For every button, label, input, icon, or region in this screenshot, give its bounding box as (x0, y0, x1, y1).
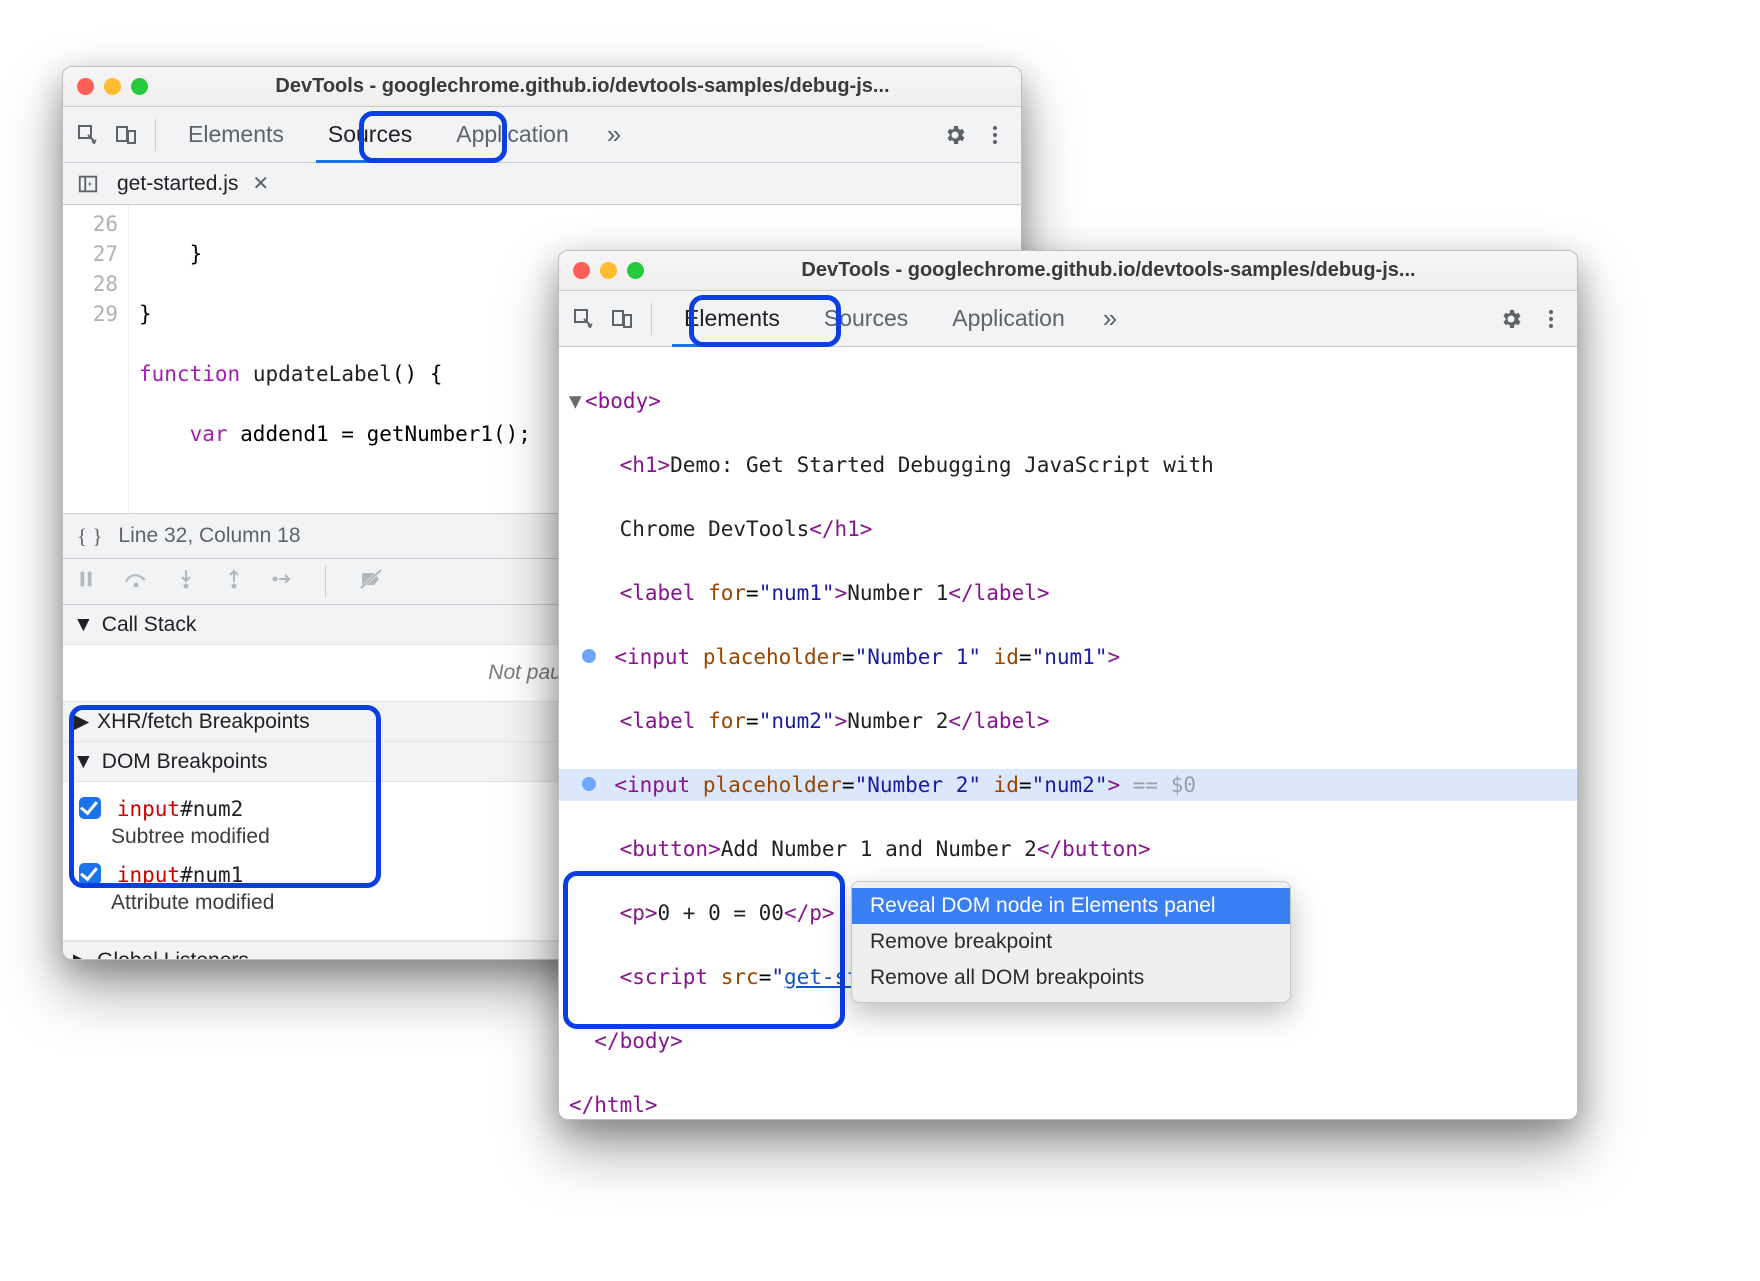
step-into-icon[interactable] (175, 568, 197, 596)
tab-application[interactable]: Application (934, 291, 1083, 346)
tab-elements[interactable]: Elements (666, 291, 798, 346)
device-toggle-icon[interactable] (111, 120, 141, 150)
inspect-icon[interactable] (569, 304, 599, 334)
close-file-icon[interactable]: ✕ (252, 171, 269, 196)
more-tabs-icon[interactable]: » (1091, 303, 1129, 334)
divider (325, 566, 326, 598)
bp-element: input (117, 797, 180, 821)
breakpoint-dot-icon (582, 649, 596, 663)
traffic-minimize-icon[interactable] (600, 262, 617, 279)
breakpoint-dot-icon (582, 777, 596, 791)
bp-id: #num1 (180, 863, 243, 887)
divider (651, 303, 652, 335)
xhr-breakpoints-label: XHR/fetch Breakpoints (97, 710, 309, 734)
line-gutter: 26 27 28 29 (63, 205, 129, 513)
tab-elements[interactable]: Elements (170, 107, 302, 162)
kebab-menu-icon[interactable] (979, 119, 1011, 151)
titlebar: DevTools - googlechrome.github.io/devtoo… (559, 251, 1577, 291)
traffic-minimize-icon[interactable] (104, 78, 121, 95)
ctx-remove-breakpoint[interactable]: Remove breakpoint (852, 924, 1290, 960)
chevron-right-icon: ▶ (73, 949, 89, 961)
chevron-right-icon: ▶ (73, 709, 89, 734)
step-out-icon[interactable] (223, 568, 245, 596)
traffic-zoom-icon[interactable] (131, 78, 148, 95)
kebab-menu-icon[interactable] (1535, 303, 1567, 335)
dom-breakpoints-label: DOM Breakpoints (102, 750, 268, 774)
code-lines: } } function updateLabel() { var addend1… (129, 205, 541, 513)
selected-dom-node[interactable]: <input placeholder="Number 2" id="num2">… (559, 769, 1577, 801)
titlebar: DevTools - googlechrome.github.io/devtoo… (63, 67, 1021, 107)
breakpoint-checkbox[interactable] (79, 863, 101, 885)
divider (155, 119, 156, 151)
settings-gear-icon[interactable] (1495, 303, 1527, 335)
traffic-close-icon[interactable] (573, 262, 590, 279)
ctx-remove-all-breakpoints[interactable]: Remove all DOM breakpoints (852, 960, 1290, 996)
dom-tree[interactable]: ▼<body> <h1>Demo: Get Started Debugging … (559, 347, 1577, 1120)
settings-gear-icon[interactable] (939, 119, 971, 151)
context-menu: Reveal DOM node in Elements panel Remove… (851, 881, 1291, 1003)
format-icon[interactable]: { } (77, 524, 102, 549)
chevron-down-icon: ▼ (73, 750, 94, 774)
cursor-position: Line 32, Column 18 (118, 524, 300, 548)
main-toolbar: Elements Sources Application » (63, 107, 1021, 163)
global-listeners-label: Global Listeners (97, 949, 249, 960)
window-title: DevTools - googlechrome.github.io/devtoo… (158, 75, 1007, 98)
file-tab-strip: get-started.js ✕ (63, 163, 1021, 205)
show-navigator-icon[interactable] (73, 169, 103, 199)
chevron-down-icon: ▼ (73, 613, 94, 637)
devtools-window-elements: DevTools - googlechrome.github.io/devtoo… (558, 250, 1578, 1120)
traffic-close-icon[interactable] (77, 78, 94, 95)
tab-sources[interactable]: Sources (310, 107, 430, 162)
traffic-zoom-icon[interactable] (627, 262, 644, 279)
deactivate-breakpoints-icon[interactable] (358, 568, 384, 596)
bp-id: #num2 (180, 797, 243, 821)
inspect-icon[interactable] (73, 120, 103, 150)
file-tab[interactable]: get-started.js (117, 172, 238, 196)
step-over-icon[interactable] (123, 568, 149, 596)
call-stack-label: Call Stack (102, 613, 197, 637)
pause-icon[interactable] (75, 568, 97, 596)
device-toggle-icon[interactable] (607, 304, 637, 334)
dollar0-indicator: == $0 (1120, 773, 1196, 797)
breakpoint-checkbox[interactable] (79, 797, 101, 819)
tab-sources[interactable]: Sources (806, 291, 926, 346)
more-tabs-icon[interactable]: » (595, 119, 633, 150)
tab-application[interactable]: Application (438, 107, 587, 162)
ctx-reveal-node[interactable]: Reveal DOM node in Elements panel (852, 888, 1290, 924)
bp-element: input (117, 863, 180, 887)
window-title: DevTools - googlechrome.github.io/devtoo… (654, 259, 1563, 282)
main-toolbar: Elements Sources Application » (559, 291, 1577, 347)
step-icon[interactable] (271, 568, 293, 596)
